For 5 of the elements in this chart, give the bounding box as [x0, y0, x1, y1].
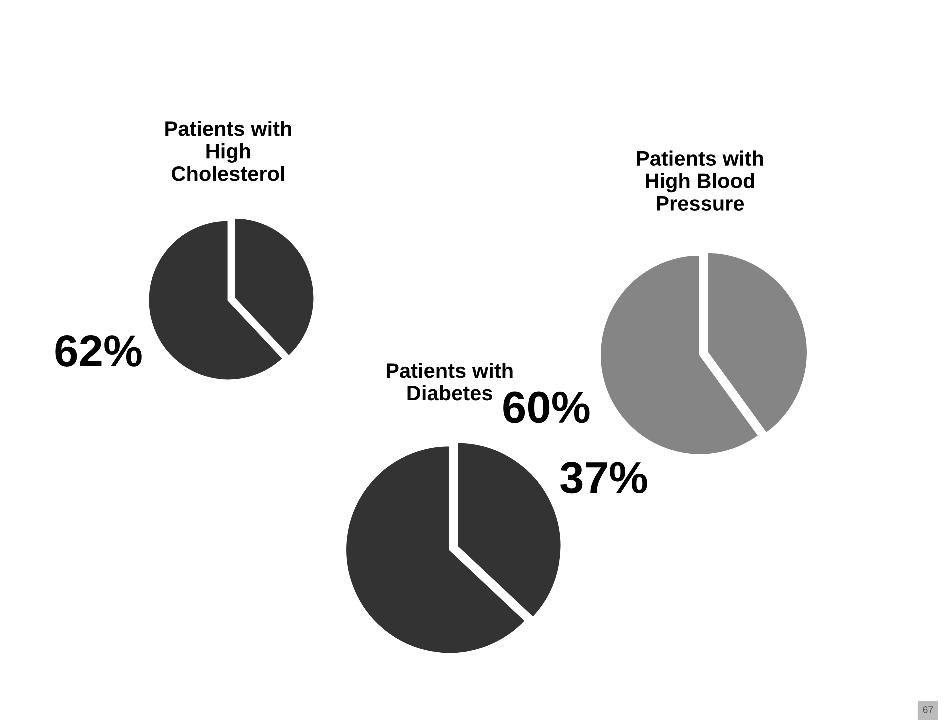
data-label: 62%	[56, 335, 142, 367]
text: 67	[923, 706, 934, 714]
chart-title: Patients with High Cholesterol	[166, 121, 292, 182]
chart-title: Patients with High Blood Pressure	[637, 150, 764, 211]
data-label: 37%	[560, 462, 648, 494]
